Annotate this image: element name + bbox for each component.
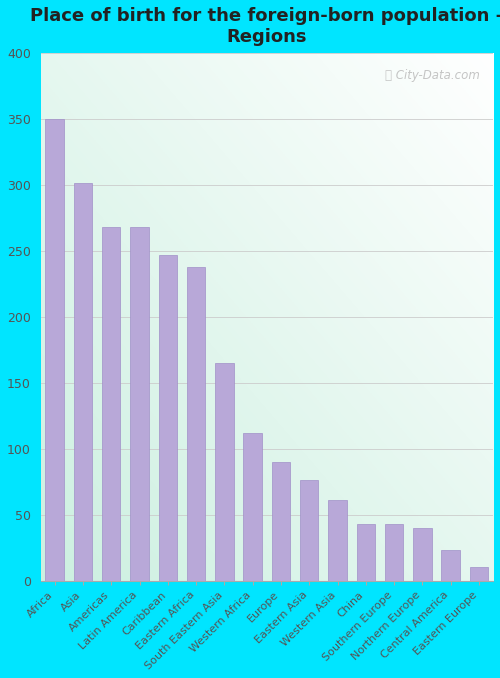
Bar bbox=[102, 227, 120, 580]
Bar bbox=[442, 550, 460, 580]
Bar bbox=[187, 266, 206, 580]
Title: Place of birth for the foreign-born population -
Regions: Place of birth for the foreign-born popu… bbox=[30, 7, 500, 45]
Bar bbox=[328, 500, 346, 580]
Bar bbox=[356, 524, 375, 580]
Bar bbox=[46, 119, 64, 580]
Bar bbox=[385, 524, 404, 580]
Bar bbox=[470, 567, 488, 580]
Bar bbox=[413, 527, 432, 580]
Text: ⓘ City-Data.com: ⓘ City-Data.com bbox=[384, 68, 480, 81]
Bar bbox=[272, 462, 290, 580]
Bar bbox=[158, 255, 177, 580]
Bar bbox=[244, 433, 262, 580]
Bar bbox=[74, 184, 92, 580]
Bar bbox=[300, 480, 318, 580]
Bar bbox=[215, 363, 234, 580]
Bar bbox=[130, 227, 148, 580]
